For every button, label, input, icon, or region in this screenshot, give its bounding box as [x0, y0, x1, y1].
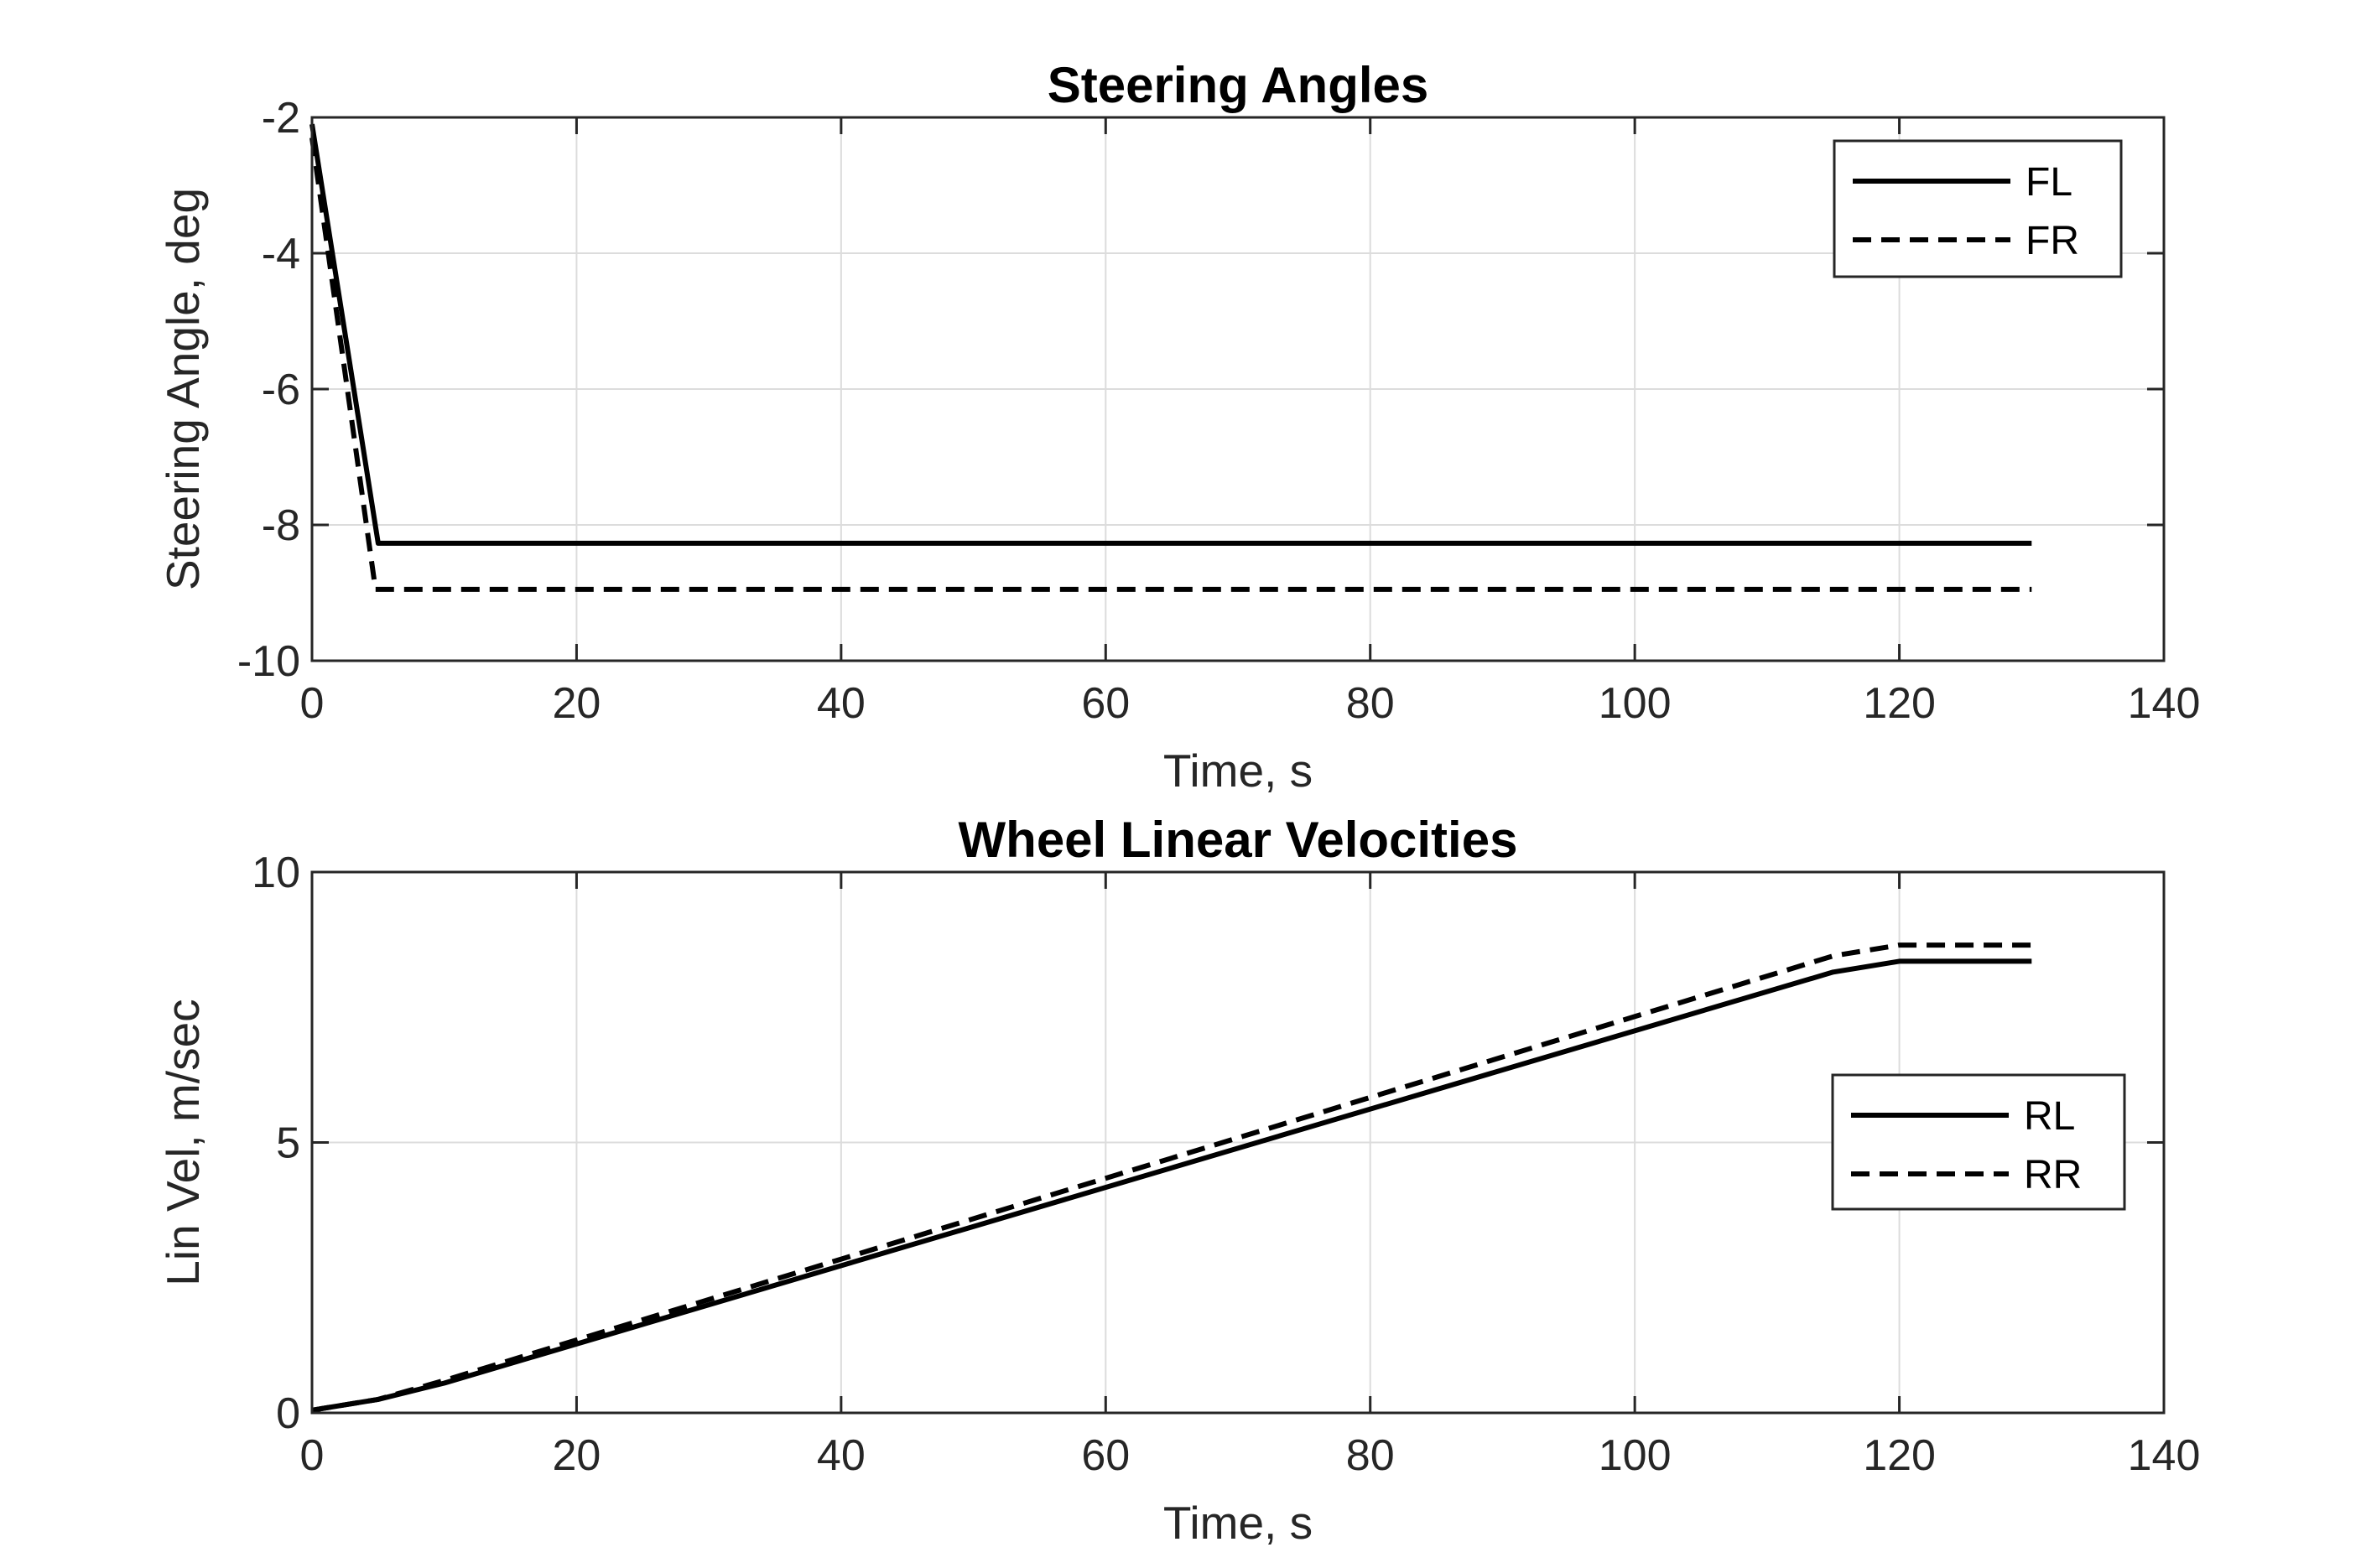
x-tick-label: 120 — [1863, 679, 1936, 728]
x-tick-label: 120 — [1863, 1431, 1936, 1480]
y-tick-label: 0 — [276, 1389, 300, 1438]
chart-panel-2: 0 20 40 60 80 100 120 140 0 5 10 Wheel Linear Veloc… — [157, 812, 2200, 1549]
y-tick-label: -2 — [262, 94, 300, 143]
x-axis-label: Time, s — [1163, 1497, 1313, 1549]
x-tick-label: 60 — [1081, 679, 1130, 728]
legend-box — [1831, 1073, 2126, 1211]
x-tick-label: 100 — [1599, 1431, 1672, 1480]
legend: FL FR — [1833, 139, 2123, 278]
x-tick-label: 100 — [1599, 679, 1672, 728]
x-tick-label: 140 — [2128, 679, 2201, 728]
legend: RL RR — [1831, 1073, 2126, 1211]
plot-frame — [310, 870, 2166, 1415]
series-line-fr — [309, 137, 2032, 592]
series-line-fl — [309, 123, 2032, 546]
series-line-rr — [311, 942, 2032, 1413]
plot-frame — [310, 116, 2166, 662]
y-tick-label: -10 — [237, 637, 300, 686]
legend-label-fr: FR — [2026, 219, 2079, 263]
x-tick-label: 80 — [1346, 1431, 1395, 1480]
x-tick-label: 0 — [300, 1431, 325, 1480]
y-axis-label: Steering Angle, deg — [157, 188, 209, 590]
legend-label-fl: FL — [2026, 160, 2072, 205]
series-line-rl — [311, 958, 2032, 1413]
legend-label-rr: RR — [2024, 1153, 2082, 1197]
x-tick-label: 80 — [1346, 679, 1395, 728]
x-tick-label: 40 — [817, 1431, 866, 1480]
y-tick-label: 5 — [276, 1119, 300, 1168]
y-axis-label: Lin Vel, m/sec — [157, 999, 209, 1285]
chart-title: Wheel Linear Velocities — [959, 812, 1518, 868]
x-tick-label: 140 — [2128, 1431, 2201, 1480]
y-tick-label: 10 — [252, 849, 300, 897]
x-tick-label: 20 — [553, 679, 601, 728]
chart-panel-1: 0 20 40 60 80 100 120 140 -10 -8 -6 -4 -2 Steering An… — [157, 57, 2200, 797]
x-tick-label: 20 — [553, 1431, 601, 1480]
x-tick-label: 60 — [1081, 1431, 1130, 1480]
legend-label-rl: RL — [2024, 1094, 2075, 1139]
x-tick-label: 0 — [300, 679, 325, 728]
y-tick-label: -4 — [262, 230, 300, 278]
y-tick-label: -6 — [262, 366, 300, 414]
chart-title: Steering Angles — [1048, 57, 1429, 113]
x-tick-label: 40 — [817, 679, 866, 728]
y-tick-label: -8 — [262, 501, 300, 550]
legend-box — [1833, 139, 2123, 278]
x-axis-label: Time, s — [1163, 745, 1313, 797]
